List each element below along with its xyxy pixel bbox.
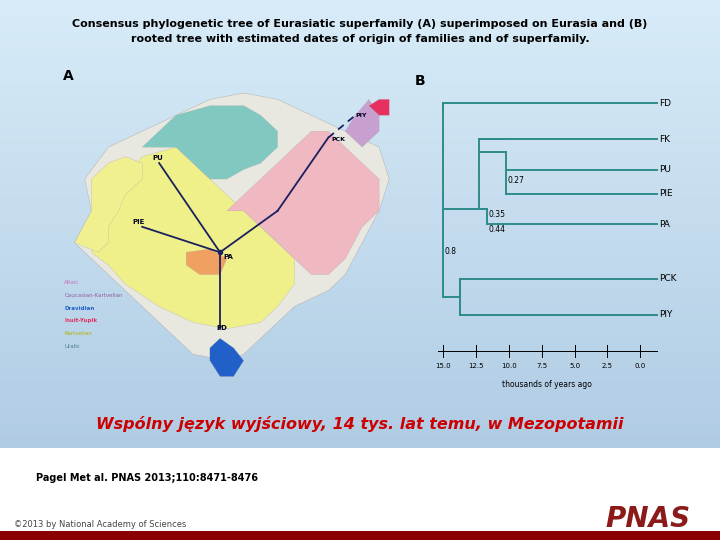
- Polygon shape: [346, 99, 379, 147]
- Text: PIE: PIE: [660, 190, 673, 198]
- Text: PCK: PCK: [660, 274, 677, 283]
- Text: 5.0: 5.0: [569, 363, 580, 369]
- Text: 15.0: 15.0: [436, 363, 451, 369]
- Text: Kartvelian: Kartvelian: [64, 331, 92, 336]
- Polygon shape: [369, 99, 390, 115]
- Text: 0.0: 0.0: [634, 363, 646, 369]
- Text: 2.5: 2.5: [602, 363, 613, 369]
- Text: A: A: [63, 69, 73, 83]
- Text: PNAS: PNAS: [606, 505, 690, 534]
- Text: Inuit-Yupik: Inuit-Yupik: [64, 319, 97, 323]
- Text: PCK: PCK: [332, 137, 346, 142]
- Text: FK: FK: [660, 135, 670, 144]
- Text: Consensus phylogenetic tree of Eurasiatic superfamily (A) superimposed on Eurasi: Consensus phylogenetic tree of Eurasiati…: [72, 19, 648, 29]
- Polygon shape: [91, 147, 294, 329]
- Text: Uralic: Uralic: [64, 344, 80, 349]
- Text: 0.44: 0.44: [488, 225, 505, 234]
- Bar: [0, 531, 720, 540]
- Text: PA: PA: [660, 220, 670, 228]
- Text: PU: PU: [153, 155, 163, 161]
- Text: FD: FD: [660, 99, 671, 107]
- Text: PIY: PIY: [660, 310, 672, 319]
- Text: 0.8: 0.8: [445, 247, 456, 256]
- Text: 0.27: 0.27: [508, 176, 524, 185]
- Text: Pagel Met al. PNAS 2013;110:8471-8476: Pagel Met al. PNAS 2013;110:8471-8476: [36, 473, 258, 483]
- Text: thousands of years ago: thousands of years ago: [503, 380, 592, 389]
- Text: 7.5: 7.5: [536, 363, 547, 369]
- Bar: [0, 448, 720, 540]
- Text: PD: PD: [217, 325, 228, 332]
- Text: Dravidian: Dravidian: [64, 306, 94, 310]
- Text: PIY: PIY: [356, 113, 367, 118]
- Text: Altaic: Altaic: [64, 280, 80, 285]
- Text: 0.35: 0.35: [488, 210, 505, 219]
- Text: rooted tree with estimated dates of origin of families and of superfamily.: rooted tree with estimated dates of orig…: [131, 34, 589, 44]
- Polygon shape: [75, 93, 390, 361]
- Text: ©2013 by National Academy of Sciences: ©2013 by National Academy of Sciences: [14, 521, 186, 529]
- Polygon shape: [210, 338, 243, 376]
- Polygon shape: [186, 249, 227, 274]
- Text: PIE: PIE: [132, 219, 145, 225]
- Polygon shape: [227, 131, 379, 274]
- Polygon shape: [75, 157, 142, 252]
- Polygon shape: [142, 106, 278, 179]
- Text: PU: PU: [660, 165, 671, 174]
- Text: Caucasian-Kartvelian: Caucasian-Kartvelian: [64, 293, 123, 298]
- Text: B: B: [415, 74, 425, 88]
- Text: 10.0: 10.0: [501, 363, 517, 369]
- Text: Wspólny język wyjściowy, 14 tys. lat temu, w Mezopotamii: Wspólny język wyjściowy, 14 tys. lat tem…: [96, 416, 624, 432]
- Text: 12.5: 12.5: [468, 363, 484, 369]
- Text: PA: PA: [223, 254, 233, 260]
